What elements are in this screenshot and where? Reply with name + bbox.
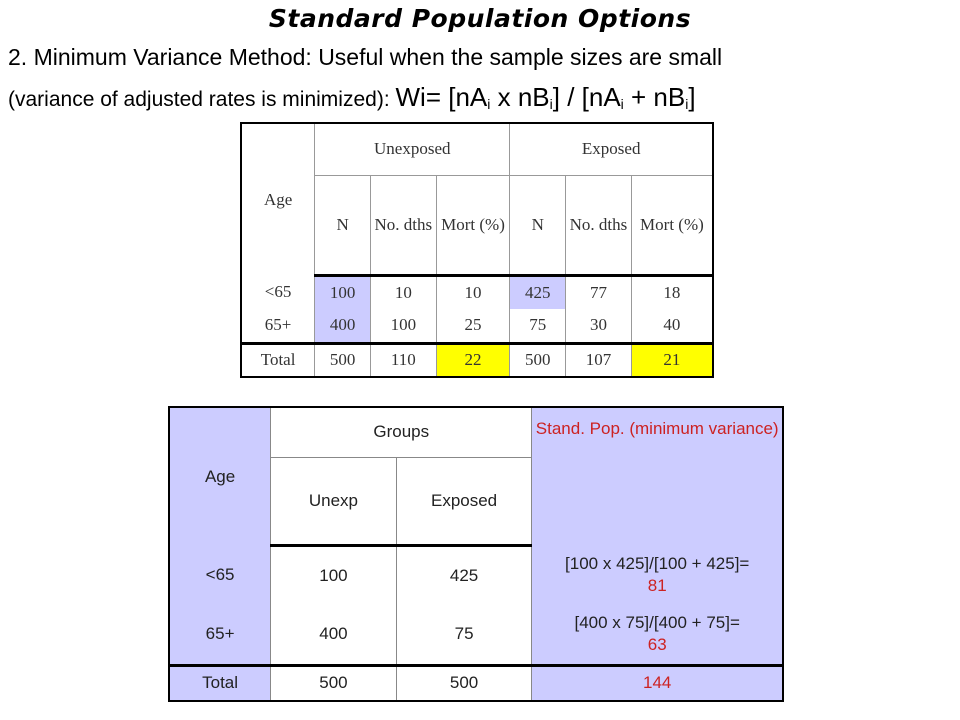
- age-cell: 65+: [169, 605, 271, 667]
- unexposed-n-cell: 500: [314, 343, 371, 377]
- formula-text: [400 x 75]/[400 + 75]=: [574, 613, 740, 633]
- age-cell: Total: [169, 665, 271, 701]
- unexposed-n-cell: 100: [314, 275, 371, 309]
- table-row: 65+ 400 75 [400 x 75]/[400 + 75]= 63: [169, 605, 783, 667]
- formula-prefix: (variance of adjusted rates is minimized…: [8, 88, 396, 111]
- col-unexp-header: Unexp: [270, 457, 397, 547]
- age-cell: <65: [169, 545, 271, 605]
- total-result-value: 144: [531, 665, 783, 701]
- exposed-cell: 75: [395, 605, 532, 667]
- age-header: Age: [263, 189, 293, 209]
- table-row: 65+ 400 100 25 75 30 40: [241, 309, 713, 345]
- col-dths-header: No. dths: [369, 175, 437, 277]
- col-dths-header: No. dths: [565, 175, 632, 277]
- age-cell: Total: [260, 350, 296, 370]
- col-exposed-header: Exposed: [395, 457, 532, 547]
- exposed-deaths-cell: 30: [565, 309, 632, 345]
- exposed-mort-cell: 21: [630, 343, 713, 377]
- col-n-header: N: [314, 175, 371, 277]
- exposed-cell: 425: [395, 545, 532, 605]
- standard-population-table: Age Groups Stand. Pop. (minimum variance…: [168, 406, 784, 702]
- groups-header: Groups: [270, 407, 532, 458]
- stand-pop-cell: [100 x 425]/[100 + 425]= 81: [531, 545, 783, 605]
- age-cell: 65+: [241, 309, 315, 345]
- mortality-table: Age Unexposed Exposed N No. dths Mort (%…: [240, 122, 714, 378]
- unexposed-mort-cell: 10: [435, 275, 510, 309]
- unexposed-n-cell: 400: [314, 309, 371, 345]
- exposed-deaths-cell: 77: [565, 275, 632, 309]
- exposed-deaths-cell: 107: [565, 343, 632, 377]
- table-row: <65 100 10 10 425 77 18: [241, 275, 713, 309]
- stand-pop-cell: [400 x 75]/[400 + 75]= 63: [531, 605, 783, 667]
- result-value: 81: [647, 576, 667, 595]
- method-description: 2. Minimum Variance Method: Useful when …: [8, 44, 723, 70]
- formula-line: (variance of adjusted rates is minimized…: [8, 82, 696, 113]
- unexp-cell: 500: [270, 665, 397, 701]
- formula: Wi= [nAi x nBi] / [nAi + nBi]: [395, 82, 696, 112]
- age-header: Age: [169, 407, 271, 545]
- unexposed-mort-cell: 22: [435, 343, 510, 377]
- exposed-cell: 500: [395, 665, 532, 701]
- col-mort-header: Mort (%): [630, 175, 713, 277]
- exposed-n-cell: 500: [509, 343, 566, 377]
- table-row: <65 100 425 [100 x 425]/[100 + 425]= 81: [169, 545, 783, 605]
- unexposed-deaths-cell: 110: [369, 343, 437, 377]
- group-exposed-header: Exposed: [509, 123, 713, 176]
- formula-text: [100 x 425]/[100 + 425]=: [565, 554, 750, 573]
- stand-pop-header: Stand. Pop. (minimum variance): [531, 407, 783, 545]
- page-title: Standard Population Options: [268, 4, 692, 33]
- exposed-mort-cell: 40: [630, 309, 713, 345]
- group-unexposed-header: Unexposed: [314, 123, 510, 176]
- unexposed-deaths-cell: 10: [369, 275, 437, 309]
- age-cell: <65: [264, 282, 292, 301]
- result-value: 63: [647, 635, 667, 655]
- col-n-header: N: [509, 175, 566, 277]
- unexp-cell: 400: [270, 605, 397, 667]
- exposed-n-cell: 75: [509, 309, 566, 345]
- unexposed-deaths-cell: 100: [369, 309, 437, 345]
- table-row-total: Total 500 110 22 500 107 21: [241, 343, 713, 377]
- exposed-n-cell: 425: [509, 275, 566, 309]
- table-row-total: Total 500 500 144: [169, 665, 783, 701]
- unexp-cell: 100: [270, 545, 397, 605]
- col-mort-header: Mort (%): [435, 175, 510, 277]
- unexposed-mort-cell: 25: [435, 309, 510, 345]
- exposed-mort-cell: 18: [630, 275, 713, 309]
